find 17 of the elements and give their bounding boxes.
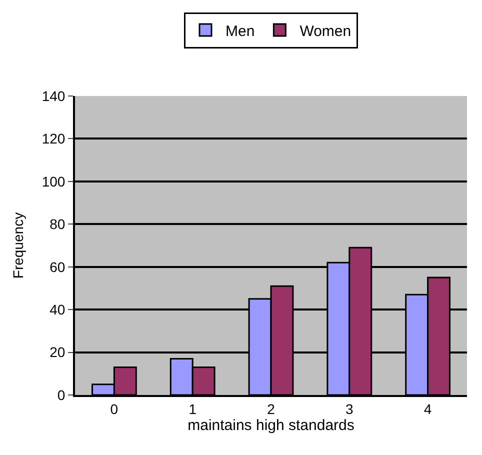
y-tick-label: 20 bbox=[50, 344, 66, 360]
y-tick-label: 0 bbox=[57, 386, 66, 403]
y-tick-label: 40 bbox=[50, 301, 66, 318]
y-tick-label: 60 bbox=[50, 258, 66, 275]
x-tick-label: 2 bbox=[267, 400, 276, 417]
y-tick-label: 100 bbox=[42, 173, 66, 190]
y-tick-label: 120 bbox=[42, 130, 66, 147]
x-tick-label: 3 bbox=[346, 400, 354, 417]
legend-label: Men bbox=[226, 22, 255, 40]
y-axis-title: Frequency bbox=[10, 212, 26, 279]
x-tick-label: 0 bbox=[110, 400, 118, 417]
y-tick-label: 140 bbox=[42, 88, 66, 104]
legend-label: Women bbox=[300, 22, 352, 40]
x-tick-label: 4 bbox=[424, 400, 432, 417]
x-tick-label: 1 bbox=[188, 400, 197, 417]
y-tick-label: 80 bbox=[50, 216, 66, 232]
x-axis-title: maintains high standards bbox=[188, 416, 354, 434]
